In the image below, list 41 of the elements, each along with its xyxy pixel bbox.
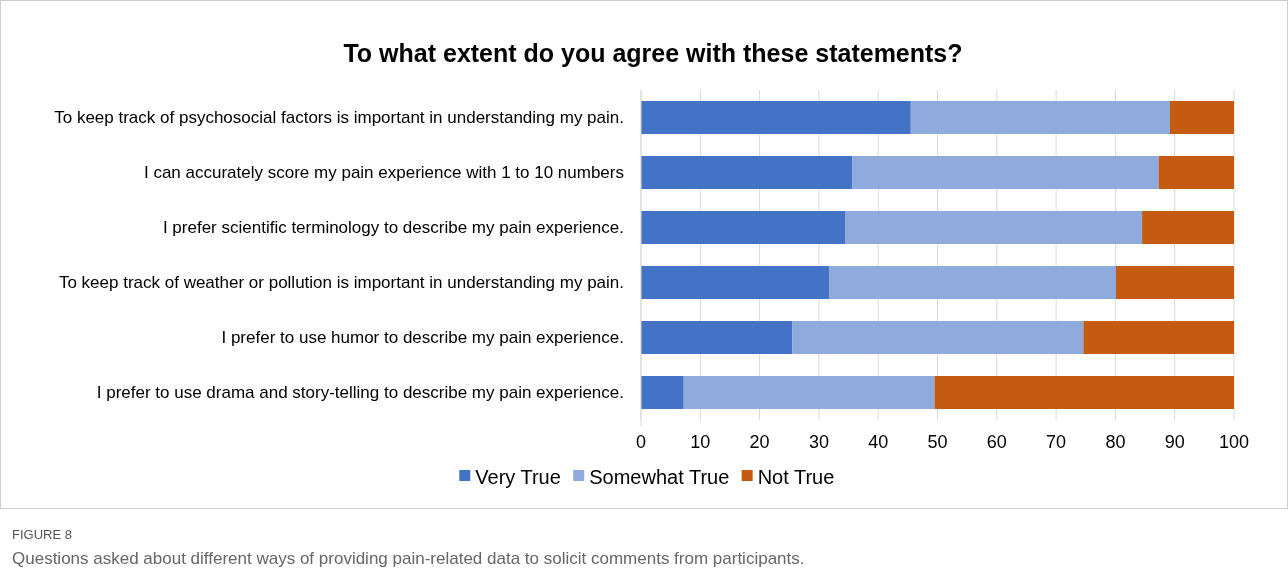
x-tick-label: 80 <box>1105 432 1126 453</box>
bar <box>792 321 1084 354</box>
legend-label: Very True <box>475 466 561 488</box>
y-tick-label: I prefer scientific terminology to describe my pain experience. <box>162 218 624 238</box>
x-tick-label: 70 <box>1046 432 1067 453</box>
bar <box>1158 156 1234 189</box>
y-tick-label: To keep track of psychosocial factors is important in understanding my pain. <box>54 108 624 128</box>
x-tick-label: 100 <box>1218 432 1250 453</box>
bar <box>641 101 911 134</box>
bar <box>641 321 793 354</box>
x-tick-label: 50 <box>927 432 948 453</box>
bar <box>1142 211 1234 244</box>
y-tick-label: I can accurately score my pain experience with 1 to 10 numbers <box>143 163 624 183</box>
bar <box>1169 101 1234 134</box>
y-tick-label: I prefer to use drama and story-telling to describe my pain experience. <box>96 383 624 403</box>
bar <box>828 266 1116 299</box>
x-tick-label: 20 <box>749 432 770 453</box>
y-tick-label: To keep track of weather or pollution is important in understanding my pain. <box>58 273 624 293</box>
x-tick-label: 0 <box>635 432 647 453</box>
chart-title: To what extent do you agree with these statements? <box>343 39 963 67</box>
bar <box>845 211 1143 244</box>
bar <box>683 376 935 409</box>
bar <box>852 156 1159 189</box>
bar <box>1115 266 1234 299</box>
bar <box>641 376 684 409</box>
caption: FIGURE 8 <box>12 526 72 542</box>
x-tick-label: 10 <box>690 432 711 453</box>
bar <box>641 266 829 299</box>
x-tick-label: 60 <box>986 432 1007 453</box>
legend-label: Not True <box>757 466 835 488</box>
x-tick-label: 90 <box>1164 432 1185 453</box>
x-tick-label: 40 <box>868 432 889 453</box>
x-tick-label: 30 <box>808 432 829 453</box>
legend-label: Somewhat True <box>589 466 730 488</box>
text: Questions asked about different ways of providing pain-related data to solicit comments from participants. <box>12 548 805 568</box>
y-tick-label: I prefer to use humor to describe my pain experience. <box>221 328 624 348</box>
bar <box>641 211 846 244</box>
bar <box>1083 321 1234 354</box>
bar <box>910 101 1170 134</box>
bar <box>934 376 1234 409</box>
bar <box>641 156 853 189</box>
